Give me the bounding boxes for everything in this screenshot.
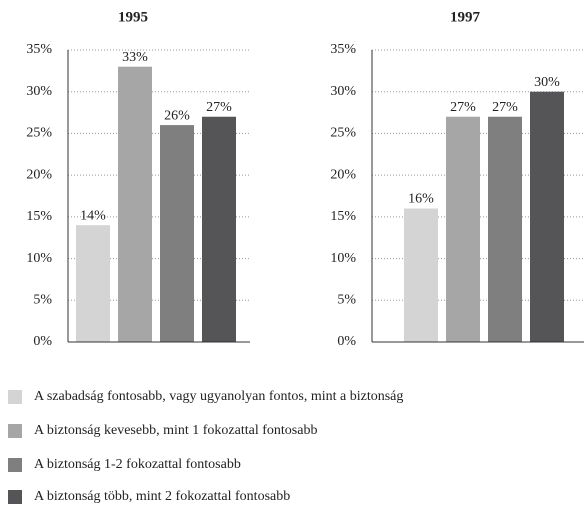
legend-label: A biztonság több, mint 2 fokozattal font… — [34, 489, 290, 504]
value-label: 27% — [492, 100, 518, 115]
legend-swatch — [8, 390, 22, 404]
bar — [76, 225, 110, 342]
legend-swatch — [8, 424, 22, 438]
value-label: 27% — [206, 100, 232, 115]
y-tick-label: 35% — [330, 42, 356, 57]
legend-swatch — [8, 458, 22, 472]
legend-label: A biztonság 1-2 fokozattal fontosabb — [34, 457, 241, 472]
y-tick-label: 25% — [330, 126, 356, 141]
y-tick-label: 5% — [337, 293, 356, 308]
legend-swatch — [8, 490, 22, 504]
value-label: 27% — [450, 100, 476, 115]
value-label: 26% — [164, 108, 190, 123]
chart-title: 1995 — [118, 9, 148, 25]
y-tick-label: 35% — [26, 42, 52, 57]
y-tick-label: 10% — [330, 251, 356, 266]
y-tick-label: 20% — [26, 167, 52, 182]
value-label: 33% — [122, 50, 148, 65]
y-tick-label: 5% — [33, 293, 52, 308]
value-label: 16% — [408, 192, 434, 207]
legend-label: A szabadság fontosabb, vagy ugyanolyan f… — [34, 389, 403, 404]
value-label: 30% — [534, 75, 560, 90]
y-tick-label: 15% — [330, 209, 356, 224]
bar — [488, 116, 522, 342]
y-tick-label: 10% — [26, 251, 52, 266]
y-tick-label: 30% — [26, 84, 52, 99]
bar — [118, 66, 152, 342]
chart-title: 1997 — [450, 9, 481, 25]
y-tick-label: 0% — [337, 334, 356, 349]
y-tick-label: 25% — [26, 126, 52, 141]
y-tick-label: 30% — [330, 84, 356, 99]
y-tick-label: 20% — [330, 167, 356, 182]
bar — [202, 116, 236, 342]
bar — [160, 125, 194, 342]
bar — [530, 91, 564, 342]
y-tick-label: 15% — [26, 209, 52, 224]
bar — [404, 208, 438, 342]
y-tick-label: 0% — [33, 334, 52, 349]
bar — [446, 116, 480, 342]
legend-label: A biztonság kevesebb, mint 1 fokozattal … — [34, 423, 317, 438]
value-label: 14% — [80, 208, 106, 223]
